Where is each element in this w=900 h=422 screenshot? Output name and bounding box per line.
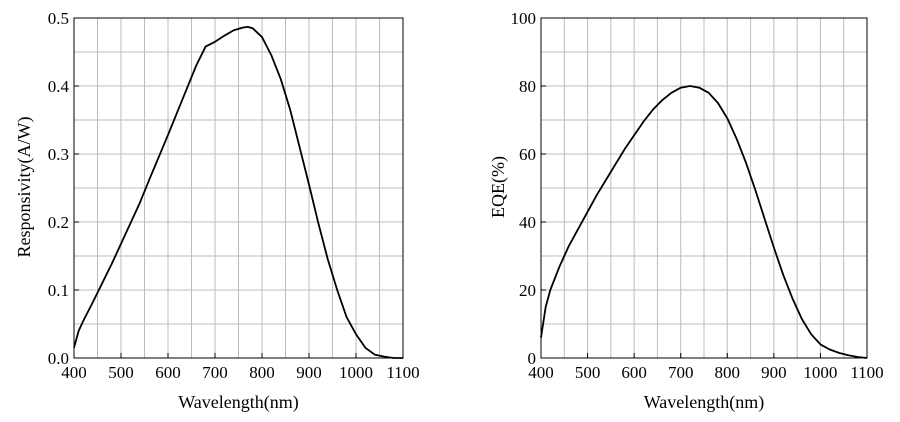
x-tick-label: 500 [108,363,134,382]
y-tick-label: 0.5 [48,9,69,28]
x-tick-label: 1100 [386,363,419,382]
x-axis-title: Wavelength(nm) [178,392,299,413]
y-tick-label: 0.0 [48,349,69,368]
y-tick-label: 60 [519,145,536,164]
series-line [540,85,868,359]
x-tick-label: 400 [61,363,87,382]
series-line [73,25,403,359]
x-tick-label: 600 [621,363,647,382]
x-tick-label: 1000 [803,363,837,382]
x-tick-label: 900 [761,363,787,382]
x-tick-label: 500 [575,363,601,382]
x-tick-label: 900 [296,363,322,382]
x-tick-label: 1100 [850,363,883,382]
y-tick-label: 40 [519,213,536,232]
y-axis-title: EQE(%) [488,156,509,218]
x-tick-label: 800 [715,363,741,382]
plot-frame [73,17,404,359]
x-tick-label: 600 [155,363,181,382]
y-tick-label: 0.2 [48,213,69,232]
y-tick-label: 0.3 [48,145,69,164]
y-tick-label: 100 [511,9,537,28]
y-tick-label: 80 [519,77,536,96]
x-axis-title: Wavelength(nm) [644,392,765,413]
x-tick-label: 400 [528,363,554,382]
y-axis-title: Responsivity(A/W) [14,117,35,258]
responsivity-chart: 400 500 600 700 800 900 1000 1100 0.0 0.1 0.2 0.3 0.… [14,9,420,413]
x-tick-label: 800 [249,363,275,382]
x-tick-label: 700 [668,363,694,382]
plot-frame [540,17,868,359]
y-tick-label: 0.4 [48,77,70,96]
eqe-chart: 400 500 600 700 800 900 1000 1100 0 20 40 60 80 100 Wa… [488,9,884,413]
x-tick-label: 1000 [339,363,373,382]
y-tick-label: 20 [519,281,536,300]
y-tick-label: 0.1 [48,281,69,300]
y-tick-label: 0 [528,349,537,368]
x-tick-label: 700 [202,363,228,382]
